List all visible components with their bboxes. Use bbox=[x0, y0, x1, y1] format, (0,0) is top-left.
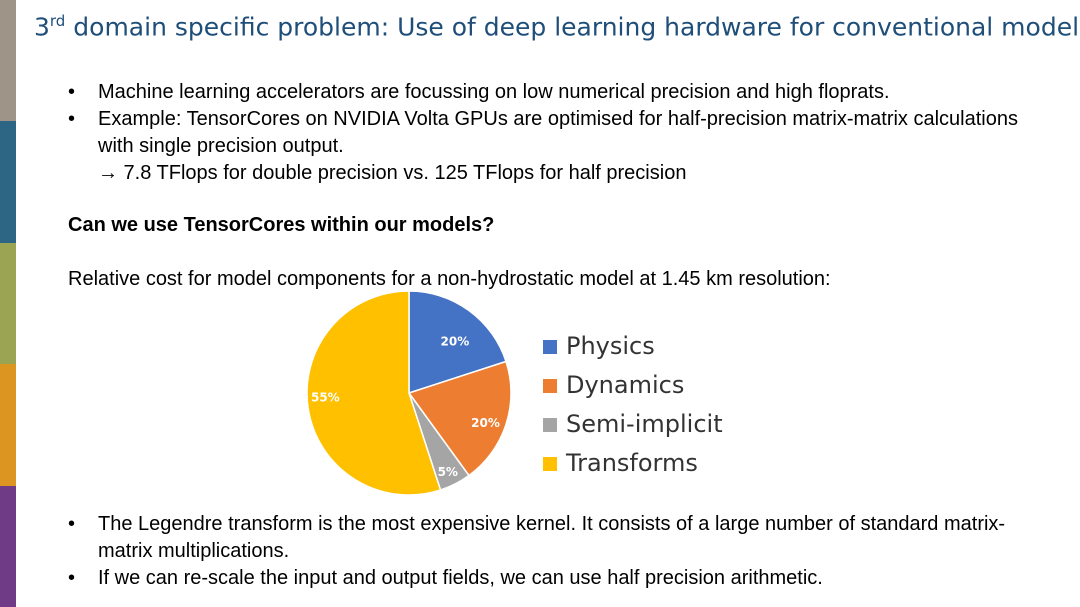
sidebar-color-bar bbox=[0, 0, 16, 607]
pie-slice-transforms bbox=[306, 290, 442, 496]
pie-data-label: 55% bbox=[311, 391, 340, 405]
slide-title: 3rd domain specific problem: Use of deep… bbox=[34, 12, 1080, 41]
bottom-bullet-list: • The Legendre transform is the most exp… bbox=[68, 511, 1058, 592]
sidebar-segment bbox=[0, 242, 16, 365]
pie-chart: 20% 20% 5% 55% Physics Dynamics Semi-implicit… bbox=[306, 290, 723, 496]
legend-label: Transforms bbox=[565, 449, 698, 477]
bullet-text: The Legendre transform is the most expen… bbox=[98, 513, 1006, 562]
pie-data-label: 20% bbox=[471, 416, 500, 430]
legend-label: Dynamics bbox=[566, 371, 684, 399]
title-text: domain specific problem: Use of deep lea… bbox=[65, 12, 1080, 42]
sidebar-segment bbox=[0, 121, 16, 243]
pie-slice-dynamics bbox=[407, 360, 512, 477]
legend-swatch bbox=[543, 418, 557, 432]
bullet-icon: • bbox=[68, 513, 76, 535]
legend-swatch bbox=[543, 379, 557, 393]
pie-labels: 20% 20% 5% 55% bbox=[311, 335, 500, 480]
bullet-item: • The Legendre transform is the most exp… bbox=[68, 511, 1058, 565]
top-bullet-list: • Machine learning accelerators are focu… bbox=[68, 79, 1058, 187]
bullet-item: • Machine learning accelerators are focu… bbox=[68, 79, 1058, 106]
title-superscript: rd bbox=[49, 12, 66, 30]
pie-data-label: 5% bbox=[438, 465, 458, 479]
bullet-icon: • bbox=[68, 108, 76, 130]
bullet-item: • Example: TensorCores on NVIDIA Volta G… bbox=[68, 106, 1058, 187]
bullet-subtext: → 7.8 TFlops for double precision vs. 12… bbox=[98, 162, 687, 184]
pie-data-label: 20% bbox=[441, 335, 470, 349]
bullet-item: • If we can re-scale the input and outpu… bbox=[68, 565, 1058, 592]
sidebar-segment bbox=[0, 0, 16, 122]
sidebar-segment bbox=[0, 485, 16, 607]
title-prefix: 3 bbox=[34, 12, 50, 42]
pie-slices bbox=[306, 290, 512, 496]
sidebar-segment bbox=[0, 364, 16, 486]
chart-caption: Relative cost for model components for a… bbox=[68, 268, 831, 290]
bullet-text: Machine learning accelerators are focuss… bbox=[98, 81, 890, 103]
legend-label: Semi-implicit bbox=[566, 410, 723, 438]
bullet-text: If we can re-scale the input and output … bbox=[98, 567, 823, 589]
bullet-icon: • bbox=[68, 567, 76, 589]
bullet-text: Example: TensorCores on NVIDIA Volta GPU… bbox=[98, 108, 1018, 157]
pie-slice-physics bbox=[408, 290, 507, 395]
legend-swatch bbox=[543, 340, 557, 354]
legend-swatch bbox=[543, 457, 557, 471]
bullet-icon: • bbox=[68, 81, 76, 103]
question-heading: Can we use TensorCores within our models… bbox=[68, 214, 495, 236]
pie-legend: Physics Dynamics Semi-implicit Transforms bbox=[543, 332, 723, 477]
legend-label: Physics bbox=[566, 332, 655, 360]
